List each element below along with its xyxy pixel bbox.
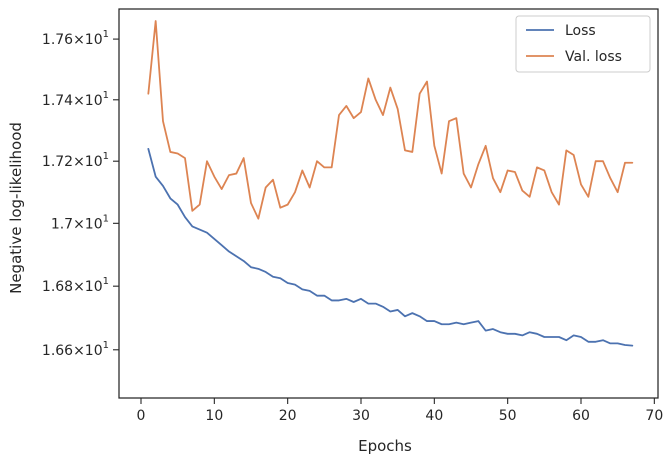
series-line-val-loss (147, 20, 634, 220)
x-tick-label: 10 (205, 408, 223, 424)
y-tick-label: 1.76×101 (42, 29, 109, 48)
y-tick-label: 1.68×101 (42, 276, 109, 295)
plot-area (119, 9, 658, 398)
series-line-loss (147, 147, 634, 347)
legend: Loss Val. loss (515, 15, 651, 73)
legend-label-val-loss: Val. loss (565, 49, 622, 65)
plot-frame (118, 8, 659, 399)
x-tick-label: 20 (279, 408, 297, 424)
x-tick-label: 40 (425, 408, 443, 424)
x-tick-label: 60 (572, 408, 590, 424)
y-tick-label: 1.66×101 (42, 340, 109, 359)
x-tick-label: 50 (499, 408, 517, 424)
y-axis: 1.66×101 1.68×101 1.7×101 1.72×101 1.74×101 1… (42, 29, 119, 359)
y-axis-label: Negative log-likelihood (7, 122, 25, 294)
x-tick-label: 70 (645, 408, 663, 424)
x-axis-label: Epochs (358, 437, 412, 455)
series-layer (147, 20, 634, 347)
y-tick-label: 1.72×101 (42, 151, 109, 170)
y-tick-label: 1.74×101 (42, 90, 109, 109)
x-tick-label: 30 (352, 408, 370, 424)
x-axis: 0 10 20 30 40 50 60 70 (137, 398, 663, 424)
y-tick-label: 1.7×101 (51, 213, 109, 232)
x-tick-label: 0 (137, 408, 146, 424)
legend-label-loss: Loss (565, 23, 596, 39)
